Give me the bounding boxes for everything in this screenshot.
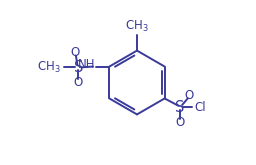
Text: Cl: Cl [194,101,206,114]
Text: CH$_3$: CH$_3$ [37,60,61,75]
Text: O: O [185,89,194,102]
Text: CH$_3$: CH$_3$ [125,19,149,34]
Text: NH: NH [78,58,95,71]
Text: S: S [175,100,185,115]
Text: S: S [73,60,83,75]
Text: O: O [176,116,185,129]
Text: O: O [74,76,83,89]
Text: O: O [71,46,80,59]
